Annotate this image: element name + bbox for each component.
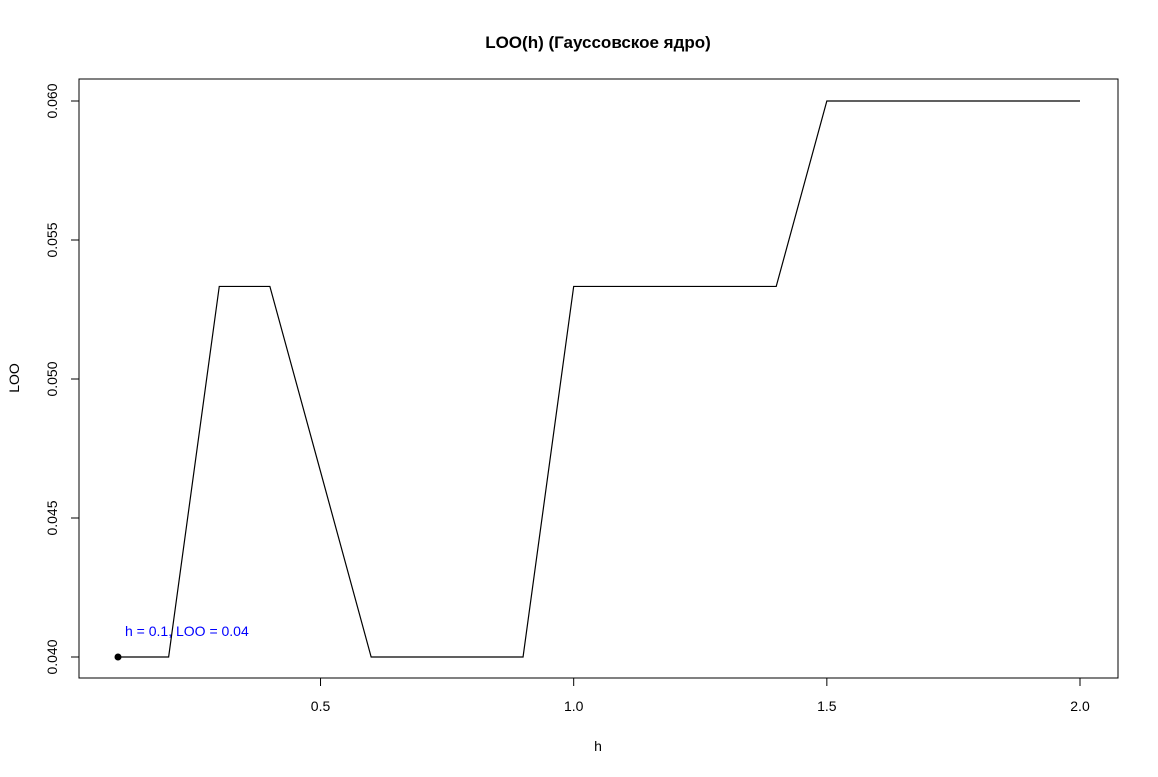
series-line-1 xyxy=(118,100,1080,658)
min-loo-annotation: h = 0.1, LOO = 0.04 xyxy=(125,623,249,639)
x-tick-label: 1.0 xyxy=(564,698,584,714)
y-axis: 0.040 0.045 0.050 0.055 0.060 xyxy=(44,83,80,675)
y-tick-label: 0.040 xyxy=(44,639,60,674)
x-tick-label: 0.5 xyxy=(311,698,331,714)
min-loo-point xyxy=(114,653,122,661)
x-axis-label: h xyxy=(594,738,602,754)
series-layer xyxy=(118,100,1080,658)
plot-frame xyxy=(78,78,1119,679)
y-tick-label: 0.060 xyxy=(44,83,60,118)
y-tick-label: 0.055 xyxy=(44,222,60,257)
x-tick-label: 1.5 xyxy=(817,698,837,714)
y-tick-label: 0.050 xyxy=(44,361,60,396)
x-tick-label: 2.0 xyxy=(1070,698,1090,714)
x-axis: 0.5 1.0 1.5 2.0 xyxy=(311,677,1090,714)
highlight-layer: h = 0.1, LOO = 0.04 xyxy=(114,623,249,661)
y-tick-label: 0.045 xyxy=(44,500,60,535)
y-axis-label: LOO xyxy=(6,363,22,393)
chart-title: LOO(h) (Гауссовское ядро) xyxy=(485,33,711,52)
